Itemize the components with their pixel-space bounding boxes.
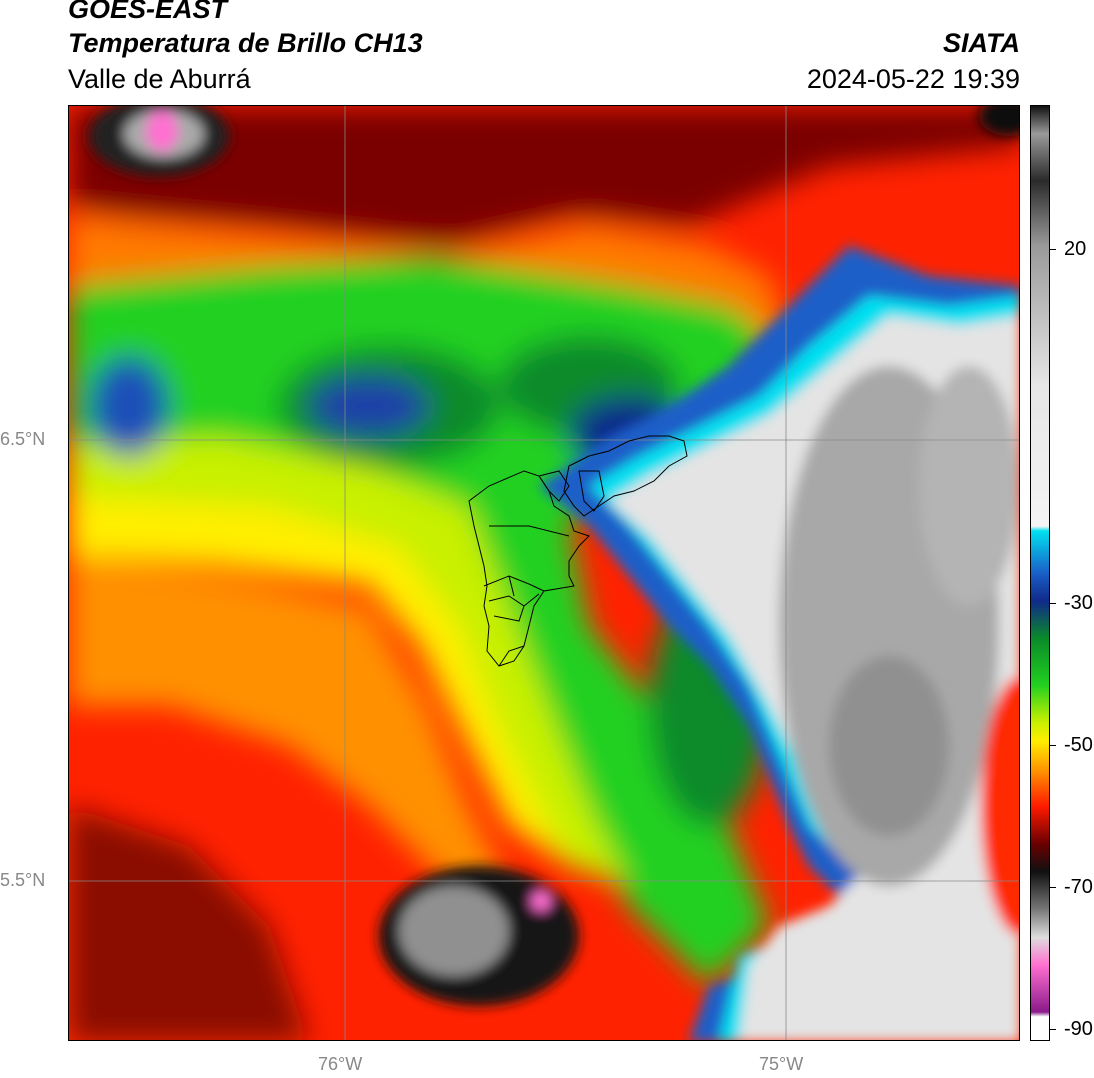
dark-red-band-north [69, 106, 1019, 246]
product-title: Temperatura de Brillo CH13 [68, 28, 423, 58]
colorbar [1030, 105, 1050, 1041]
agency-label: SIATA [943, 28, 1020, 58]
dark-cell-northeast [979, 106, 1019, 136]
map-canvas [69, 106, 1019, 1040]
datetime-label: 2024-05-22 19:39 [806, 64, 1020, 94]
colorbar-tick-neg50 [1050, 745, 1056, 746]
colorbar-label-neg30: -30 [1064, 592, 1093, 614]
colorbar-label-neg90: -90 [1064, 1018, 1093, 1040]
yellow-green-region [69, 436, 629, 886]
lon-label-75w: 75°W [759, 1054, 804, 1074]
colorbar-tick-neg70 [1050, 887, 1056, 888]
brightness-temperature-map [68, 105, 1020, 1041]
gray-cell-south [399, 886, 509, 976]
warm-patch-east [981, 676, 1019, 936]
gray-core-2 [919, 366, 1019, 606]
colorbar-tick-neg90 [1050, 1029, 1056, 1030]
pink-top-south [531, 891, 551, 911]
aburra-valley-outline [468, 435, 688, 667]
lat-label-5-5n: 5.5°N [0, 870, 46, 890]
colorbar-label-20: 20 [1064, 238, 1087, 260]
lat-label-6-5n: 6.5°N [0, 429, 46, 449]
colorbar-tick-20 [1050, 249, 1056, 250]
pink-top-northwest [146, 111, 178, 151]
blue-patch-west [89, 356, 169, 456]
region-subtitle: Valle de Aburrá [68, 64, 251, 94]
yellow-region [69, 496, 569, 866]
blue-patch-1 [309, 376, 429, 436]
gray-core-3 [829, 656, 949, 836]
colorbar-tick-neg30 [1050, 603, 1056, 604]
orange-region-southwest [69, 556, 509, 886]
colorbar-label-neg70: -70 [1064, 876, 1093, 898]
satellite-title: GOES-EAST [68, 0, 228, 24]
dark-red-patch-southwest [69, 806, 309, 1040]
colorbar-label-neg50: -50 [1064, 734, 1093, 756]
lon-label-76w: 76°W [318, 1054, 363, 1074]
